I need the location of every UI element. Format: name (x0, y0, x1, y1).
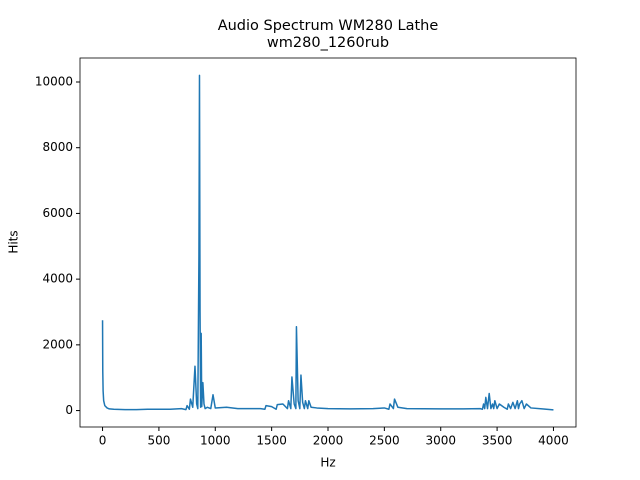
chart-subtitle: wm280_1260rub (267, 35, 389, 51)
y-tick-label: 6000 (42, 206, 73, 220)
x-tick-label: 3000 (425, 434, 456, 448)
spectrum-line (101, 74, 554, 411)
y-tick-label: 0 (65, 403, 73, 417)
axes-frame (79, 57, 577, 428)
y-tick-label: 4000 (42, 272, 73, 286)
x-axis-label: Hz (320, 456, 335, 470)
y-tick-label: 8000 (42, 140, 73, 154)
x-tick-label: 500 (147, 434, 170, 448)
x-tick-label: 4000 (538, 434, 569, 448)
y-tick-label: 10000 (35, 74, 73, 88)
chart-title: Audio Spectrum WM280 Lathe (218, 18, 439, 34)
x-tick-label: 1500 (256, 434, 287, 448)
x-tick-label: 0 (99, 434, 107, 448)
y-axis-label: Hits (7, 230, 21, 253)
x-tick-label: 3500 (482, 434, 513, 448)
x-tick-label: 2500 (369, 434, 400, 448)
x-tick-label: 1000 (200, 434, 231, 448)
x-tick-label: 2000 (313, 434, 344, 448)
y-tick-label: 2000 (42, 337, 73, 351)
